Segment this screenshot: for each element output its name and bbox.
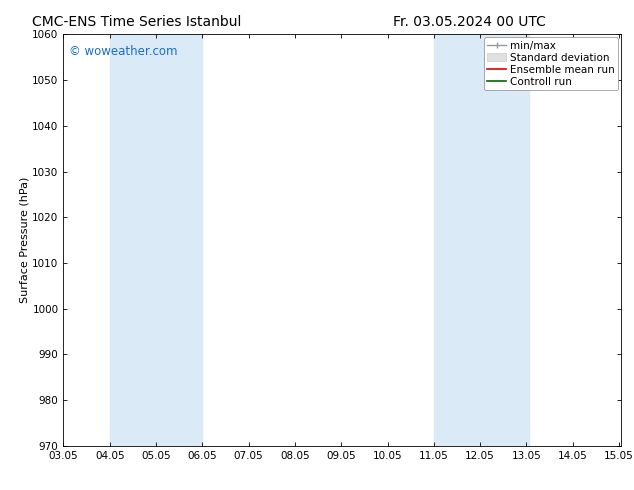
Bar: [434, 34, 529, 446]
Y-axis label: Surface Pressure (hPa): Surface Pressure (hPa): [20, 177, 30, 303]
Legend: min/max, Standard deviation, Ensemble mean run, Controll run: min/max, Standard deviation, Ensemble me…: [484, 37, 618, 90]
Bar: [110, 34, 202, 446]
Text: Fr. 03.05.2024 00 UTC: Fr. 03.05.2024 00 UTC: [393, 15, 546, 29]
Text: © woweather.com: © woweather.com: [69, 45, 178, 58]
Text: CMC-ENS Time Series Istanbul: CMC-ENS Time Series Istanbul: [32, 15, 241, 29]
